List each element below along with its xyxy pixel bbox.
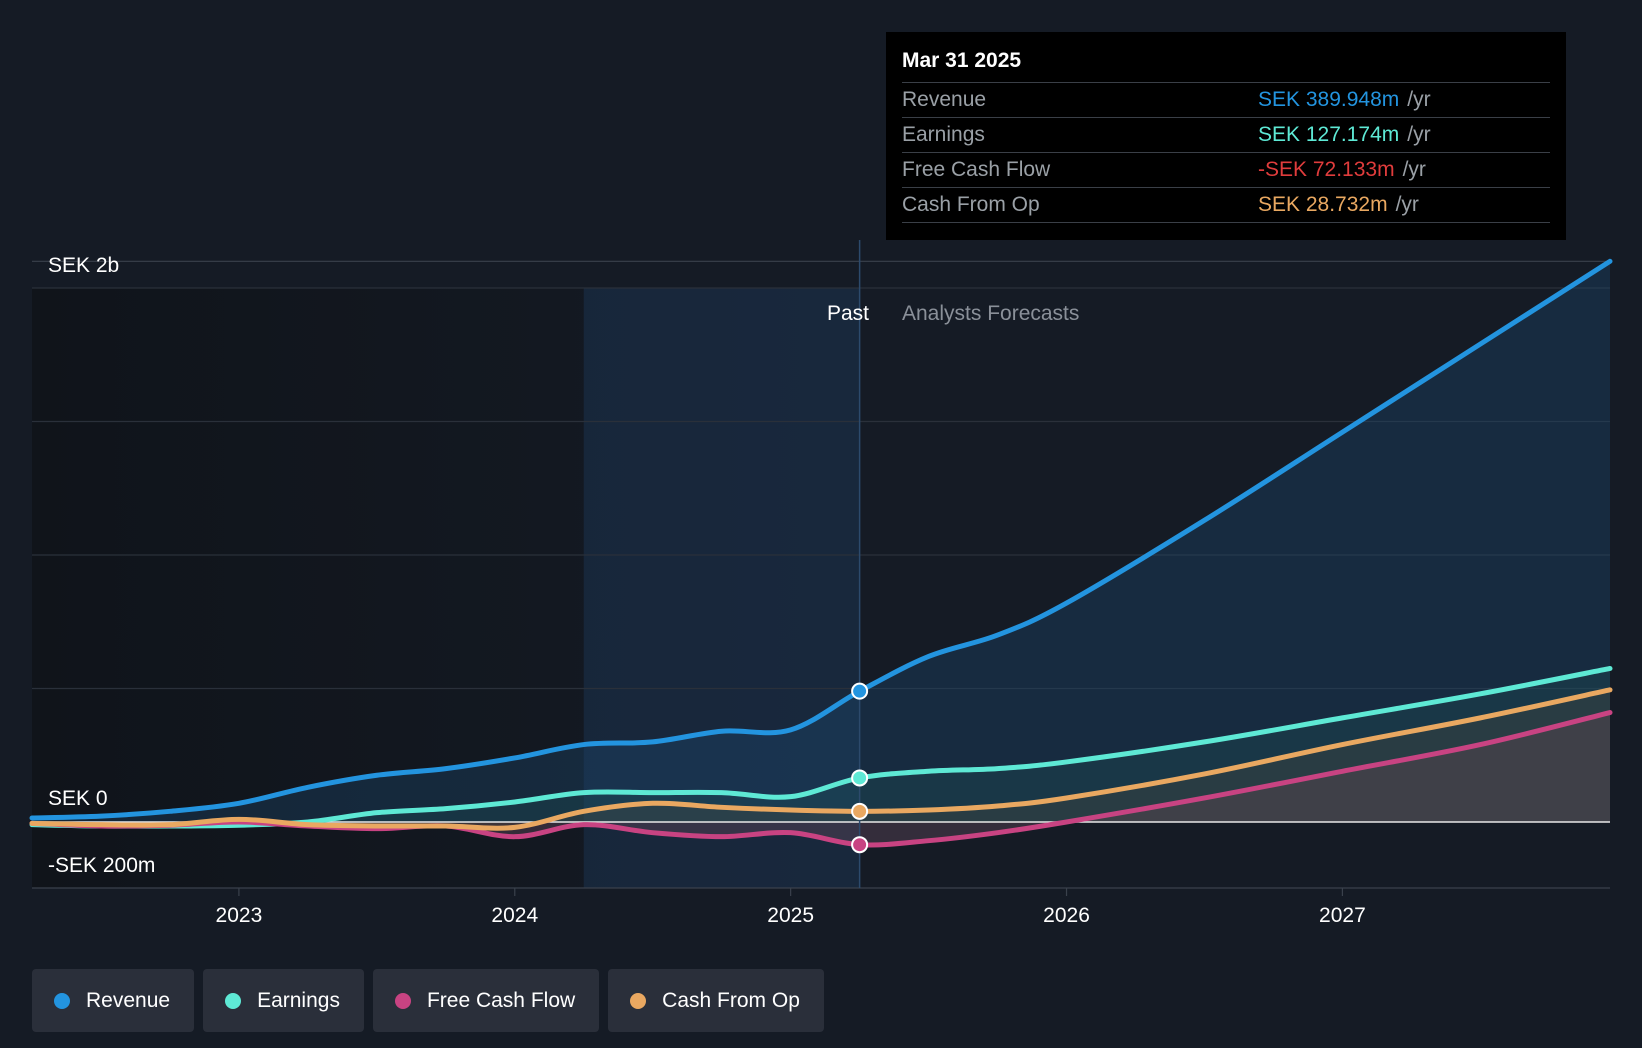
tooltip-unit: /yr (1402, 158, 1426, 181)
tooltip-unit: /yr (1395, 193, 1419, 216)
y-label-top: SEK 2b (48, 254, 119, 277)
y-label-negative: -SEK 200m (48, 854, 155, 877)
tooltip-label: Earnings (902, 123, 985, 146)
tooltip-value: -SEK 72.133m (1258, 158, 1395, 181)
legend-item-free-cash-flow[interactable]: Free Cash Flow (372, 969, 600, 1032)
x-tick-label: 2024 (491, 904, 538, 927)
legend-item-cash-from-op[interactable]: Cash From Op (608, 969, 824, 1032)
x-tick-label: 2023 (216, 904, 263, 927)
legend-dot-icon (630, 992, 647, 1009)
legend-item-revenue[interactable]: Revenue (32, 969, 195, 1032)
tooltip-unit: /yr (1407, 123, 1431, 146)
series-area-free-cash-flow (32, 712, 1610, 846)
legend-dot-icon (394, 992, 411, 1009)
marker-earnings (851, 769, 869, 787)
tooltip: Mar 31 2025 Revenue SEK 389.948m /yr Ear… (886, 32, 1566, 240)
legend-dot-icon (54, 992, 70, 1009)
y-label-zero: SEK 0 (48, 787, 108, 810)
legend: Revenue Earnings Free Cash Flow Cash Fro… (32, 969, 824, 1032)
x-tick-label: 2026 (1043, 904, 1090, 927)
legend-label: Revenue (86, 988, 171, 1012)
series-area-earnings (32, 668, 1610, 827)
past-label: Past (827, 302, 869, 325)
legend-label: Cash From Op (662, 988, 800, 1012)
marker-revenue (851, 682, 869, 700)
tooltip-row-free-cash-flow: Free Cash Flow -SEK 72.133m /yr (902, 152, 1550, 187)
marker-free-cash-flow (851, 836, 869, 854)
past-highlight-region (583, 288, 860, 888)
series-markers (851, 682, 869, 854)
series-line-cash-from-op (29, 687, 1613, 831)
tooltip-value: SEK 28.732m (1258, 193, 1388, 216)
legend-label: Earnings (257, 988, 340, 1012)
tooltip-label: Free Cash Flow (902, 158, 1051, 181)
gridlines (32, 260, 1610, 889)
tooltip-row-earnings: Earnings SEK 127.174m /yr (902, 117, 1550, 152)
marker-cash-from-op (851, 802, 869, 820)
forecast-label: Analysts Forecasts (902, 302, 1079, 325)
x-tick-label: 2027 (1319, 904, 1366, 927)
x-tick-label: 2025 (767, 904, 814, 927)
tooltip-row-revenue: Revenue SEK 389.948m /yr (902, 82, 1550, 117)
x-axis-ticks: 2023 2024 2025 2026 2027 (216, 888, 1366, 927)
legend-label: Free Cash Flow (426, 988, 576, 1012)
tooltip-date: Mar 31 2025 (902, 49, 1022, 72)
tooltip-label: Cash From Op (902, 193, 1040, 216)
series-lines (29, 258, 1613, 848)
series-line-revenue (29, 258, 1613, 821)
tooltip-label: Revenue (902, 88, 987, 111)
tooltip-unit: /yr (1407, 88, 1431, 111)
legend-dot-icon (225, 992, 242, 1009)
legend-item-earnings[interactable]: Earnings (203, 969, 364, 1032)
tooltip-value: SEK 127.174m (1258, 123, 1400, 146)
tooltip-value: SEK 389.948m (1258, 88, 1400, 111)
series-area-revenue (32, 261, 1610, 822)
tooltip-row-cash-from-op: Cash From Op SEK 28.732m /yr (902, 187, 1550, 223)
